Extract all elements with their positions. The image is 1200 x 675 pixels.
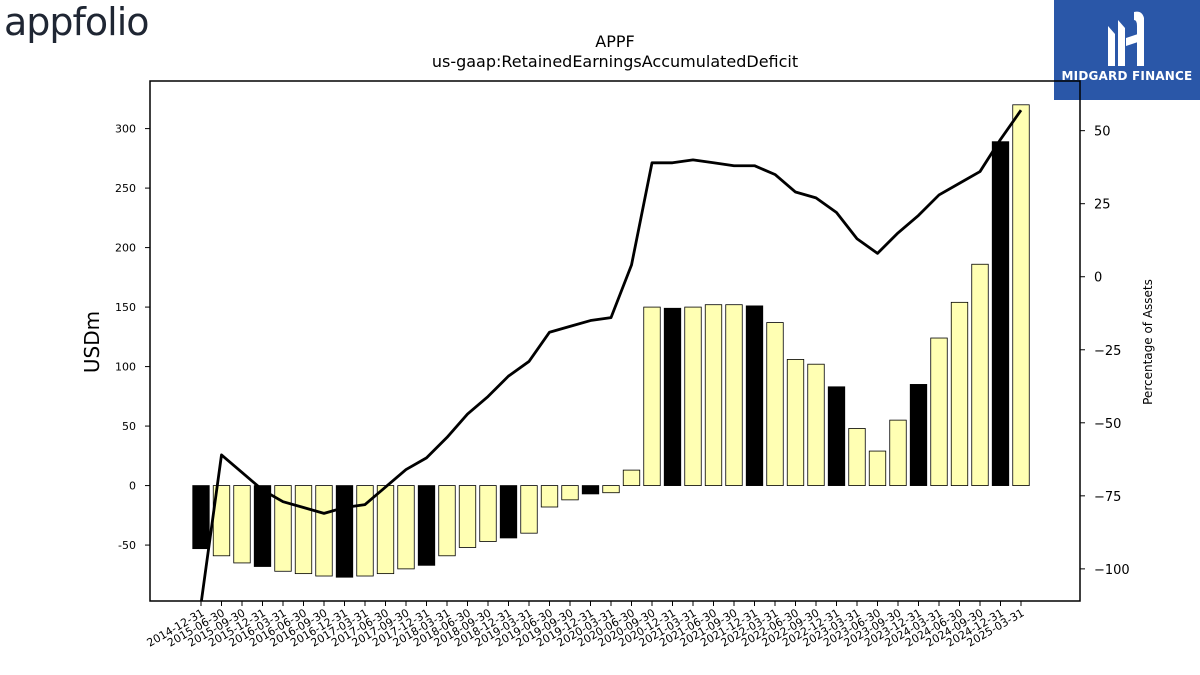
bar-2021-09-30: [725, 304, 743, 486]
bar-2017-09-30: [397, 485, 415, 570]
right-tick-label: −50: [1094, 417, 1121, 432]
bar-2016-09-30: [315, 485, 333, 577]
bar-2022-03-31: [766, 322, 784, 486]
bar-2023-12-31: [909, 384, 928, 486]
bar-2017-06-30: [376, 485, 395, 575]
bar-2022-06-30: [786, 359, 805, 486]
bar-2021-03-31: [684, 306, 702, 486]
bar-2022-09-30: [807, 363, 825, 486]
bar-2020-06-30: [622, 469, 641, 486]
percentage-of-assets-line: [199, 109, 1023, 601]
bar-2024-03-31: [930, 337, 948, 486]
x-axis: 2014-12-312015-06-302015-09-302015-12-31…: [145, 601, 1027, 650]
bar-2023-06-30: [868, 450, 887, 486]
bar-2021-06-30: [704, 304, 723, 486]
bar-2014-12-31: [192, 485, 210, 550]
bar-2019-03-31: [520, 485, 538, 534]
bar-2018-06-30: [458, 485, 477, 548]
left-tick-label: 0: [129, 480, 136, 493]
bar-2015-09-30: [233, 485, 251, 564]
bar-2020-03-31: [602, 485, 620, 494]
bar-2017-03-31: [356, 485, 374, 577]
bar-2024-09-30: [971, 263, 989, 486]
bar-2021-12-31: [745, 305, 764, 486]
bar-2016-06-30: [294, 485, 313, 575]
bar-2018-12-31: [499, 485, 518, 539]
bar-series: [192, 104, 1030, 578]
right-tick-label: 0: [1094, 271, 1102, 286]
bar-2020-12-31: [663, 307, 682, 486]
left-tick-label: 200: [115, 242, 136, 255]
bar-2019-09-30: [561, 485, 579, 501]
bar-2016-12-31: [335, 485, 354, 578]
right-tick-label: 25: [1094, 198, 1111, 213]
bar-2015-12-31: [253, 485, 272, 567]
right-tick-label: 50: [1094, 125, 1111, 140]
bar-2024-12-31: [991, 141, 1010, 486]
bar-2025-03-31: [1012, 104, 1030, 486]
y-axis-label: USDm: [80, 311, 104, 373]
bar-2018-09-30: [479, 485, 497, 542]
bar-2018-03-31: [438, 485, 456, 557]
chart-title: APPF: [595, 32, 635, 51]
y2-axis-label: Percentage of Assets: [1141, 279, 1155, 405]
bar-2020-09-30: [643, 306, 661, 486]
left-tick-label: 150: [115, 301, 136, 314]
right-y-axis: −100 −75 −50 −25 0 25 50: [1080, 125, 1130, 578]
bar-2022-12-31: [827, 386, 846, 486]
left-tick-label: -50: [118, 539, 136, 552]
right-tick-label: −75: [1094, 490, 1121, 505]
percentage-line-series: [199, 109, 1023, 601]
left-tick-label: 100: [115, 361, 136, 374]
right-tick-label: −25: [1094, 344, 1121, 359]
bar-2019-12-31: [581, 485, 600, 495]
midgard-logo-icon: [1108, 11, 1144, 67]
left-tick-label: 300: [115, 123, 136, 136]
bar-2023-03-31: [848, 428, 866, 486]
left-tick-label: 250: [115, 182, 136, 195]
bar-2019-06-30: [540, 485, 559, 508]
right-tick-label: −100: [1094, 563, 1130, 578]
left-tick-label: 50: [122, 420, 136, 433]
bar-2023-09-30: [889, 419, 907, 486]
bar-2024-06-30: [950, 301, 969, 486]
bar-2016-03-31: [274, 485, 292, 572]
logo-text: appfolio: [4, 0, 150, 44]
midgard-finance-logo: MIDGARD FINANCE: [1054, 0, 1200, 100]
bar-2017-12-31: [417, 485, 436, 566]
brand-name: MIDGARD FINANCE: [1061, 69, 1193, 83]
chart-subtitle: us-gaap:RetainedEarningsAccumulatedDefic…: [431, 52, 799, 71]
plot-frame: [149, 80, 1081, 602]
left-y-axis: -50 0 50 100 150 200 250 300: [115, 123, 150, 552]
appfolio-logo: appfolio: [4, 0, 150, 44]
